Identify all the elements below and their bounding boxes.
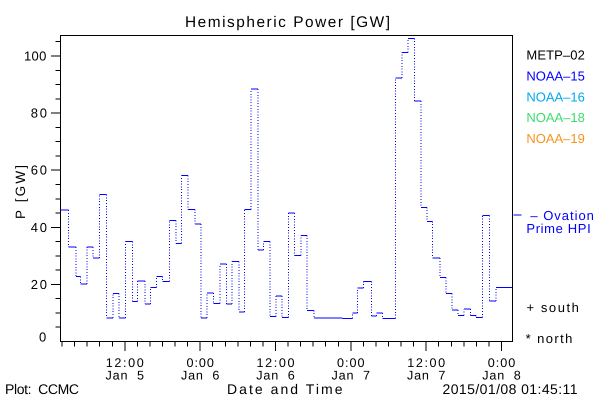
svg-text:12:00: 12:00 — [106, 356, 144, 370]
svg-text:NOAA–15: NOAA–15 — [526, 69, 584, 84]
svg-text:METP–02: METP–02 — [526, 48, 584, 63]
svg-text:NOAA–18: NOAA–18 — [526, 110, 584, 125]
svg-text:NOAA–16: NOAA–16 — [526, 89, 584, 104]
svg-text:0:00: 0:00 — [186, 356, 214, 370]
svg-text:Jan 7: Jan 7 — [332, 368, 371, 382]
svg-text:Jan 8: Jan 8 — [482, 368, 521, 382]
svg-text:Hemispheric Power [GW]: Hemispheric Power [GW] — [185, 14, 390, 31]
svg-text:100: 100 — [24, 49, 46, 64]
svg-text:12:00: 12:00 — [407, 356, 445, 370]
svg-text:40: 40 — [31, 220, 47, 235]
svg-text:Jan 6: Jan 6 — [256, 368, 295, 382]
svg-text:0:00: 0:00 — [488, 356, 516, 370]
svg-text:80: 80 — [31, 106, 47, 121]
svg-text:Date and Time: Date and Time — [227, 381, 343, 397]
svg-text:12:00: 12:00 — [257, 356, 295, 370]
svg-text:Prime HPI: Prime HPI — [526, 221, 590, 236]
svg-text:* north: * north — [526, 331, 573, 346]
svg-text:2015/01/08 01:45:11: 2015/01/08 01:45:11 — [443, 381, 578, 397]
svg-text:20: 20 — [31, 277, 47, 292]
svg-text:P [GW]: P [GW] — [13, 165, 28, 219]
svg-text:Jan 5: Jan 5 — [106, 368, 145, 382]
svg-text:Jan 6: Jan 6 — [181, 368, 220, 382]
svg-text:NOAA–19: NOAA–19 — [526, 131, 584, 146]
svg-text:– Ovation: – Ovation — [530, 208, 594, 223]
svg-text:Jan 7: Jan 7 — [407, 368, 446, 382]
svg-text:0: 0 — [39, 330, 46, 345]
svg-text:60: 60 — [31, 163, 47, 178]
svg-text:Plot: CCMC: Plot: CCMC — [5, 381, 79, 397]
svg-text:0:00: 0:00 — [337, 356, 365, 370]
